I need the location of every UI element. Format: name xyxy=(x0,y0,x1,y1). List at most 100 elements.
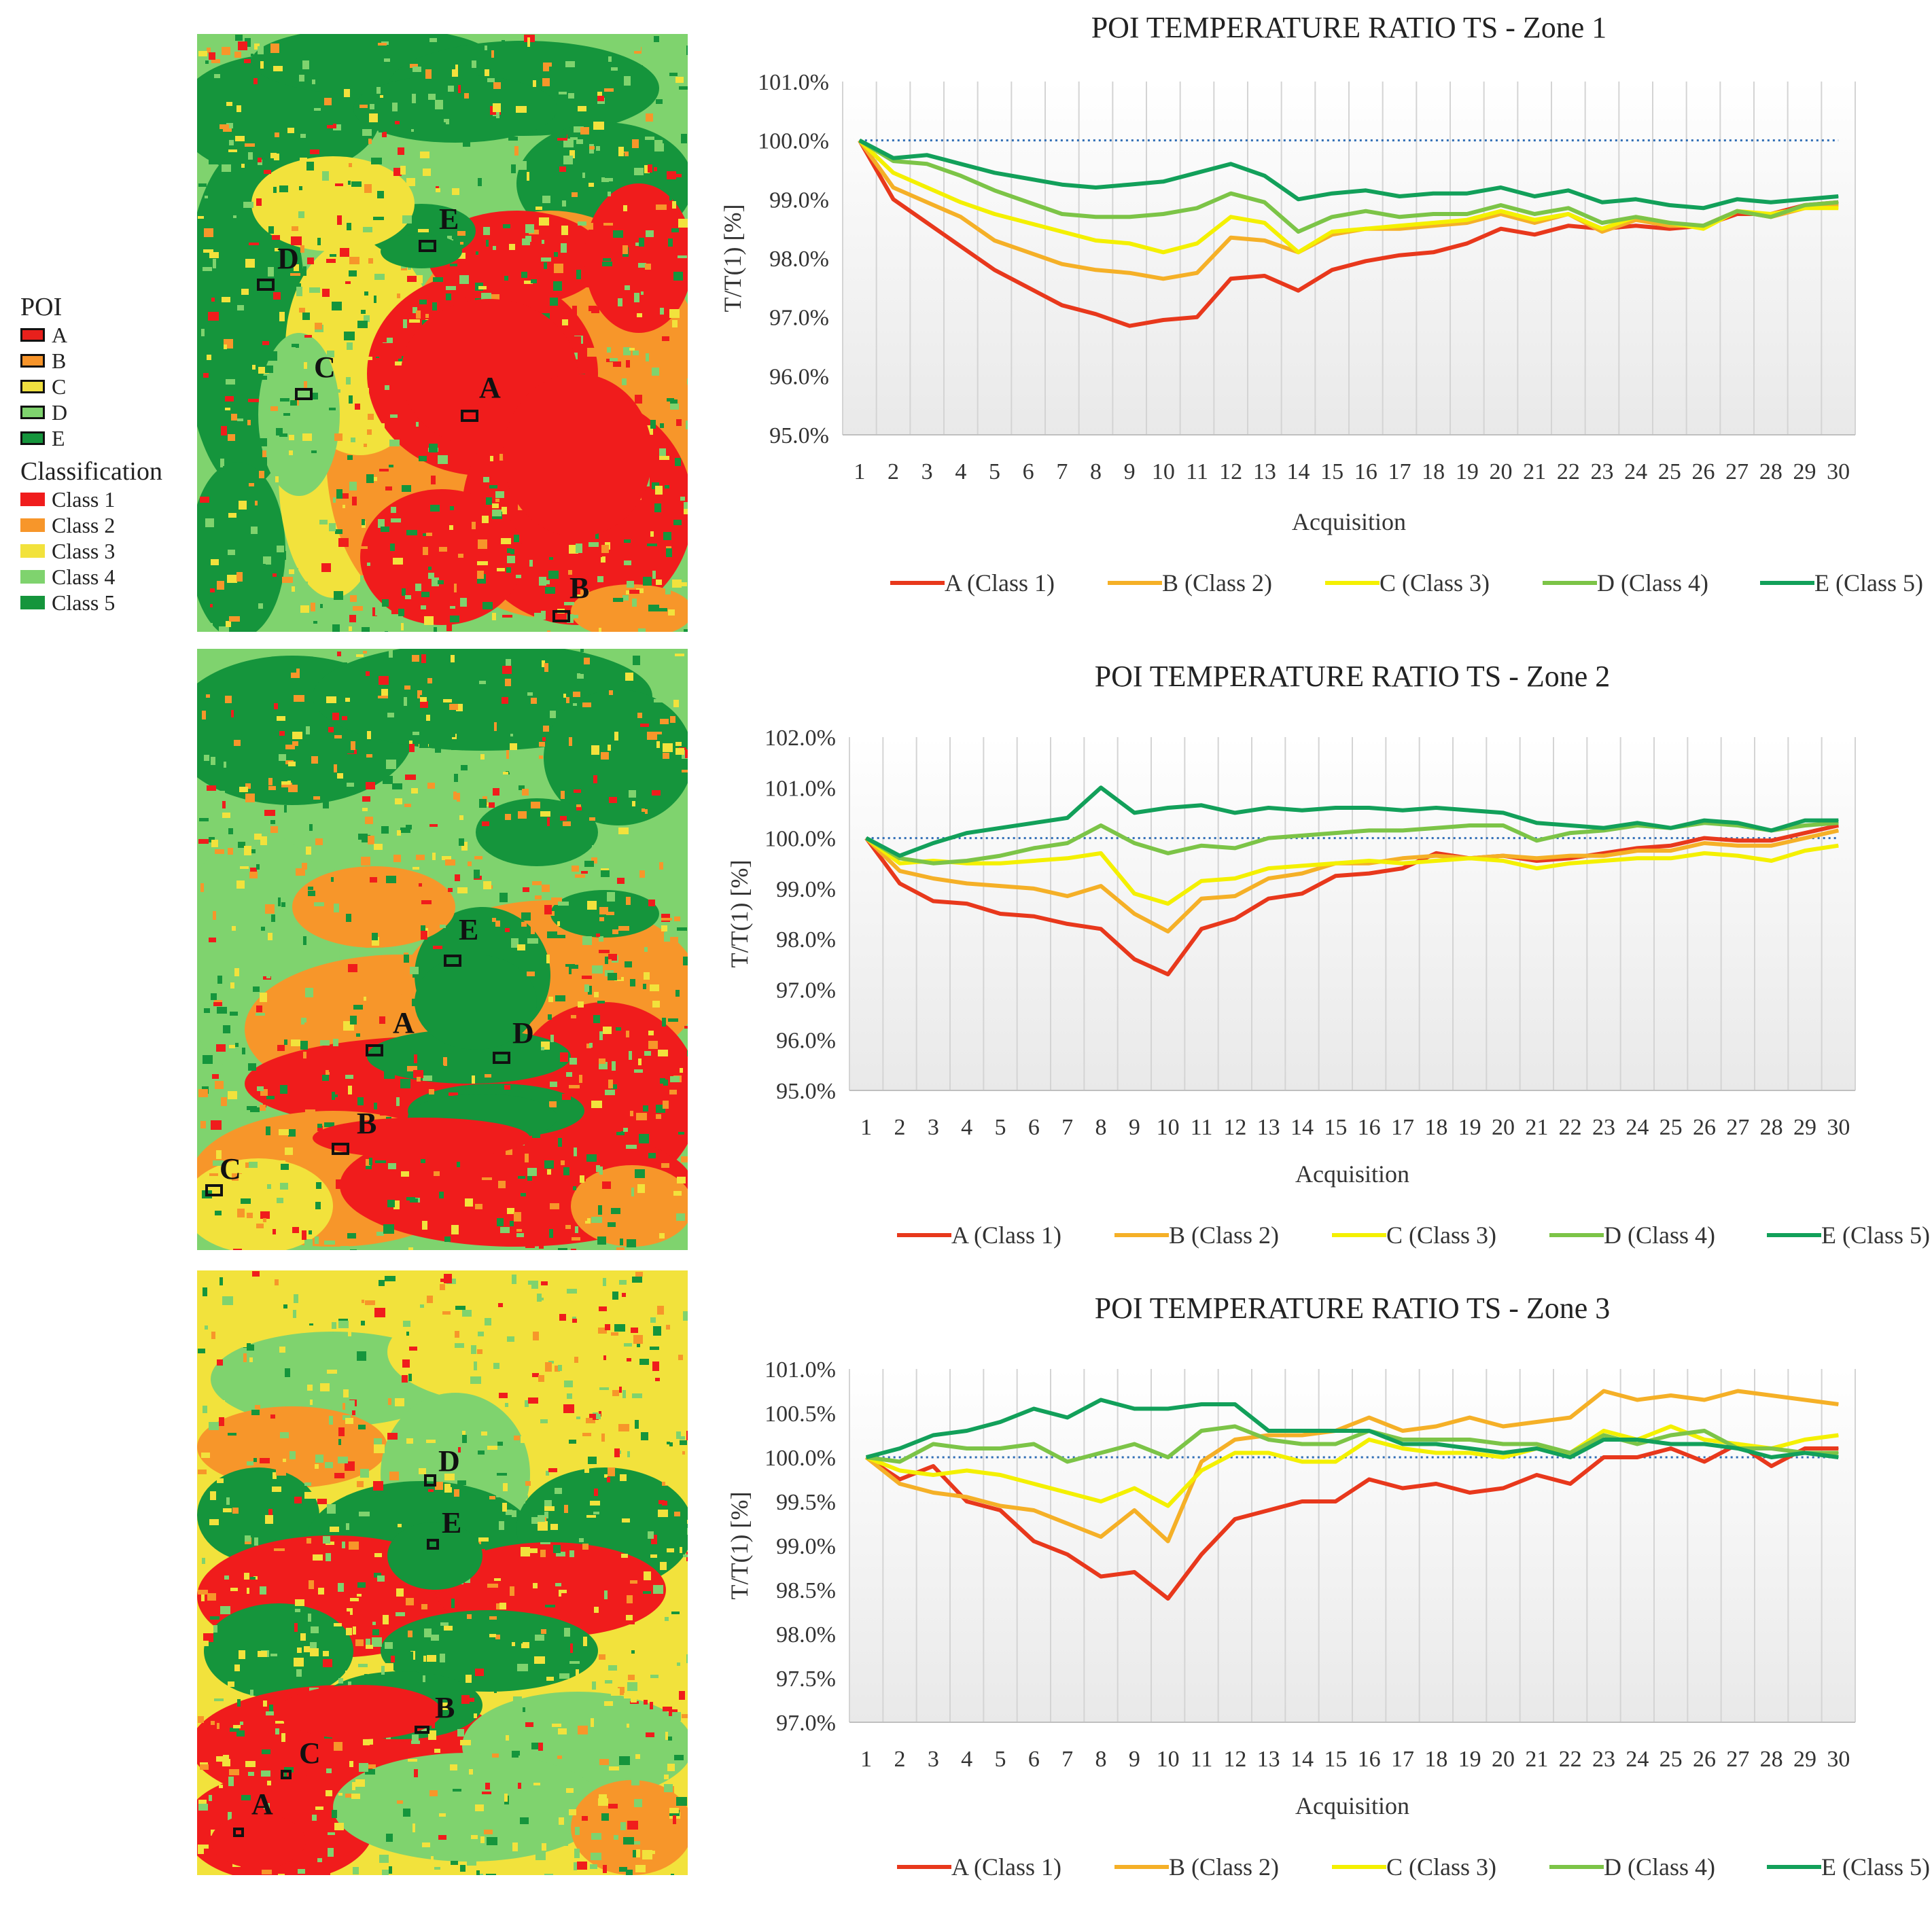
data-point xyxy=(1804,820,1806,821)
series-line-b xyxy=(864,1389,1839,1544)
data-point xyxy=(1838,196,1839,197)
data-point xyxy=(1100,825,1102,826)
data-point xyxy=(1838,845,1839,847)
x-tick-label: 1 xyxy=(860,1115,872,1140)
data-point xyxy=(1365,190,1367,191)
data-point xyxy=(1500,213,1501,215)
x-tick-label: 26 xyxy=(1692,459,1715,484)
poi-label-c: C xyxy=(299,1737,321,1770)
x-tick-label: 1 xyxy=(860,1747,872,1772)
data-point xyxy=(1301,1461,1303,1462)
x-tick-label: 4 xyxy=(955,459,966,484)
data-point xyxy=(1000,1421,1001,1423)
legend-label: C (Class 3) xyxy=(1386,1853,1496,1881)
data-point xyxy=(1399,228,1400,230)
data-point xyxy=(966,1448,968,1449)
data-point xyxy=(1298,251,1299,253)
poi-legend-item-swatch xyxy=(20,354,45,368)
x-tick-label: 17 xyxy=(1391,1747,1414,1772)
data-point xyxy=(1399,196,1400,197)
data-point xyxy=(1771,1457,1772,1458)
y-tick-label: 101.0% xyxy=(765,1357,836,1383)
legend-label: A (Class 1) xyxy=(951,1222,1061,1249)
zone-3-chart: POI TEMPERATURE RATIO TS - Zone 397.0%97… xyxy=(726,1292,1930,1881)
data-point xyxy=(1704,842,1705,844)
data-point xyxy=(1433,222,1434,224)
class-legend-item-label: Class 2 xyxy=(52,512,116,537)
y-tick-label: 100.5% xyxy=(765,1402,836,1427)
data-point xyxy=(932,878,934,879)
legend-label: C (Class 3) xyxy=(1386,1222,1496,1249)
data-point xyxy=(1435,855,1437,857)
data-point xyxy=(1264,175,1265,177)
data-point xyxy=(1134,1510,1135,1511)
x-tick-label: 28 xyxy=(1760,1115,1783,1140)
poi-label-b: B xyxy=(435,1691,455,1724)
zone-1-chart: POI TEMPERATURE RATIO TS - Zone 195.0%96… xyxy=(720,11,1923,597)
data-point xyxy=(1669,204,1670,206)
data-point xyxy=(1771,840,1772,841)
data-point xyxy=(1670,1426,1672,1427)
x-tick-label: 24 xyxy=(1626,1747,1649,1772)
data-point xyxy=(1503,1457,1504,1458)
data-point xyxy=(1067,842,1068,844)
data-point xyxy=(1804,207,1805,209)
x-tick-label: 16 xyxy=(1358,1747,1381,1772)
data-point xyxy=(1335,832,1336,834)
x-tick-label: 5 xyxy=(995,1115,1006,1140)
data-point xyxy=(1129,243,1130,244)
legend-label: B (Class 2) xyxy=(1169,1853,1279,1881)
x-tick-label: 2 xyxy=(894,1747,906,1772)
series-line-e xyxy=(865,1397,1839,1459)
x-tick-label: 24 xyxy=(1626,1115,1649,1140)
x-tick-label: 9 xyxy=(1129,1115,1140,1140)
zone-2-thermal-map: A B C D E xyxy=(197,649,688,1250)
zone-1-thermal-map: A B C D E xyxy=(197,34,688,632)
x-tick-label: 5 xyxy=(989,459,1000,484)
data-point xyxy=(1534,222,1535,224)
data-point xyxy=(932,842,934,844)
data-point xyxy=(1028,222,1029,224)
data-point xyxy=(1061,304,1063,306)
x-tick-label: 30 xyxy=(1827,1747,1850,1772)
y-axis-label: T/T(1) [%] xyxy=(726,1492,753,1600)
poi-marker-a xyxy=(366,1044,383,1056)
y-tick-label: 101.0% xyxy=(758,70,829,95)
x-tick-label: 22 xyxy=(1559,1115,1582,1140)
data-point xyxy=(1838,1448,1839,1449)
x-tick-label: 15 xyxy=(1324,1115,1347,1140)
data-point xyxy=(1503,855,1504,857)
poi-label-a: A xyxy=(393,1006,415,1039)
x-tick-label: 22 xyxy=(1557,459,1580,484)
zone-3-chart-panel: POI TEMPERATURE RATIO TS - Zone 3 97.0% 97… xyxy=(720,1281,1932,1902)
data-point xyxy=(1636,825,1638,826)
x-tick-label: 27 xyxy=(1726,1115,1749,1140)
x-tick-label: 16 xyxy=(1358,1115,1381,1140)
class-legend-item-swatch xyxy=(20,518,45,532)
data-point xyxy=(1466,213,1468,215)
data-point xyxy=(1000,827,1001,829)
x-tick-label: 16 xyxy=(1354,459,1377,484)
series-line-d xyxy=(866,1424,1839,1464)
data-point xyxy=(1469,825,1471,826)
data-point xyxy=(1067,895,1068,897)
data-point xyxy=(1636,1457,1638,1458)
data-point xyxy=(1433,213,1434,215)
data-point xyxy=(966,1501,968,1502)
poi-label-e: E xyxy=(439,202,459,236)
data-point xyxy=(1435,1426,1437,1427)
data-point xyxy=(1500,228,1501,230)
data-point xyxy=(1466,243,1468,244)
legend-label: B (Class 2) xyxy=(1169,1222,1279,1249)
x-axis-label: Acquisition xyxy=(1292,508,1406,535)
x-tick-label: 12 xyxy=(1219,459,1242,484)
legend-label: C (Class 3) xyxy=(1380,569,1490,597)
poi-label-a: A xyxy=(479,371,501,404)
x-tick-label: 19 xyxy=(1458,1747,1481,1772)
classification-legend-title: Classification xyxy=(20,457,162,486)
data-point xyxy=(1771,830,1772,831)
poi-legend-item-swatch xyxy=(20,431,45,445)
classification-legend-list: Class 1 Class 2 Class 3 Class 4 Class 5 xyxy=(20,486,197,616)
poi-legend-item-e: E xyxy=(20,425,197,451)
data-point xyxy=(1703,228,1704,230)
